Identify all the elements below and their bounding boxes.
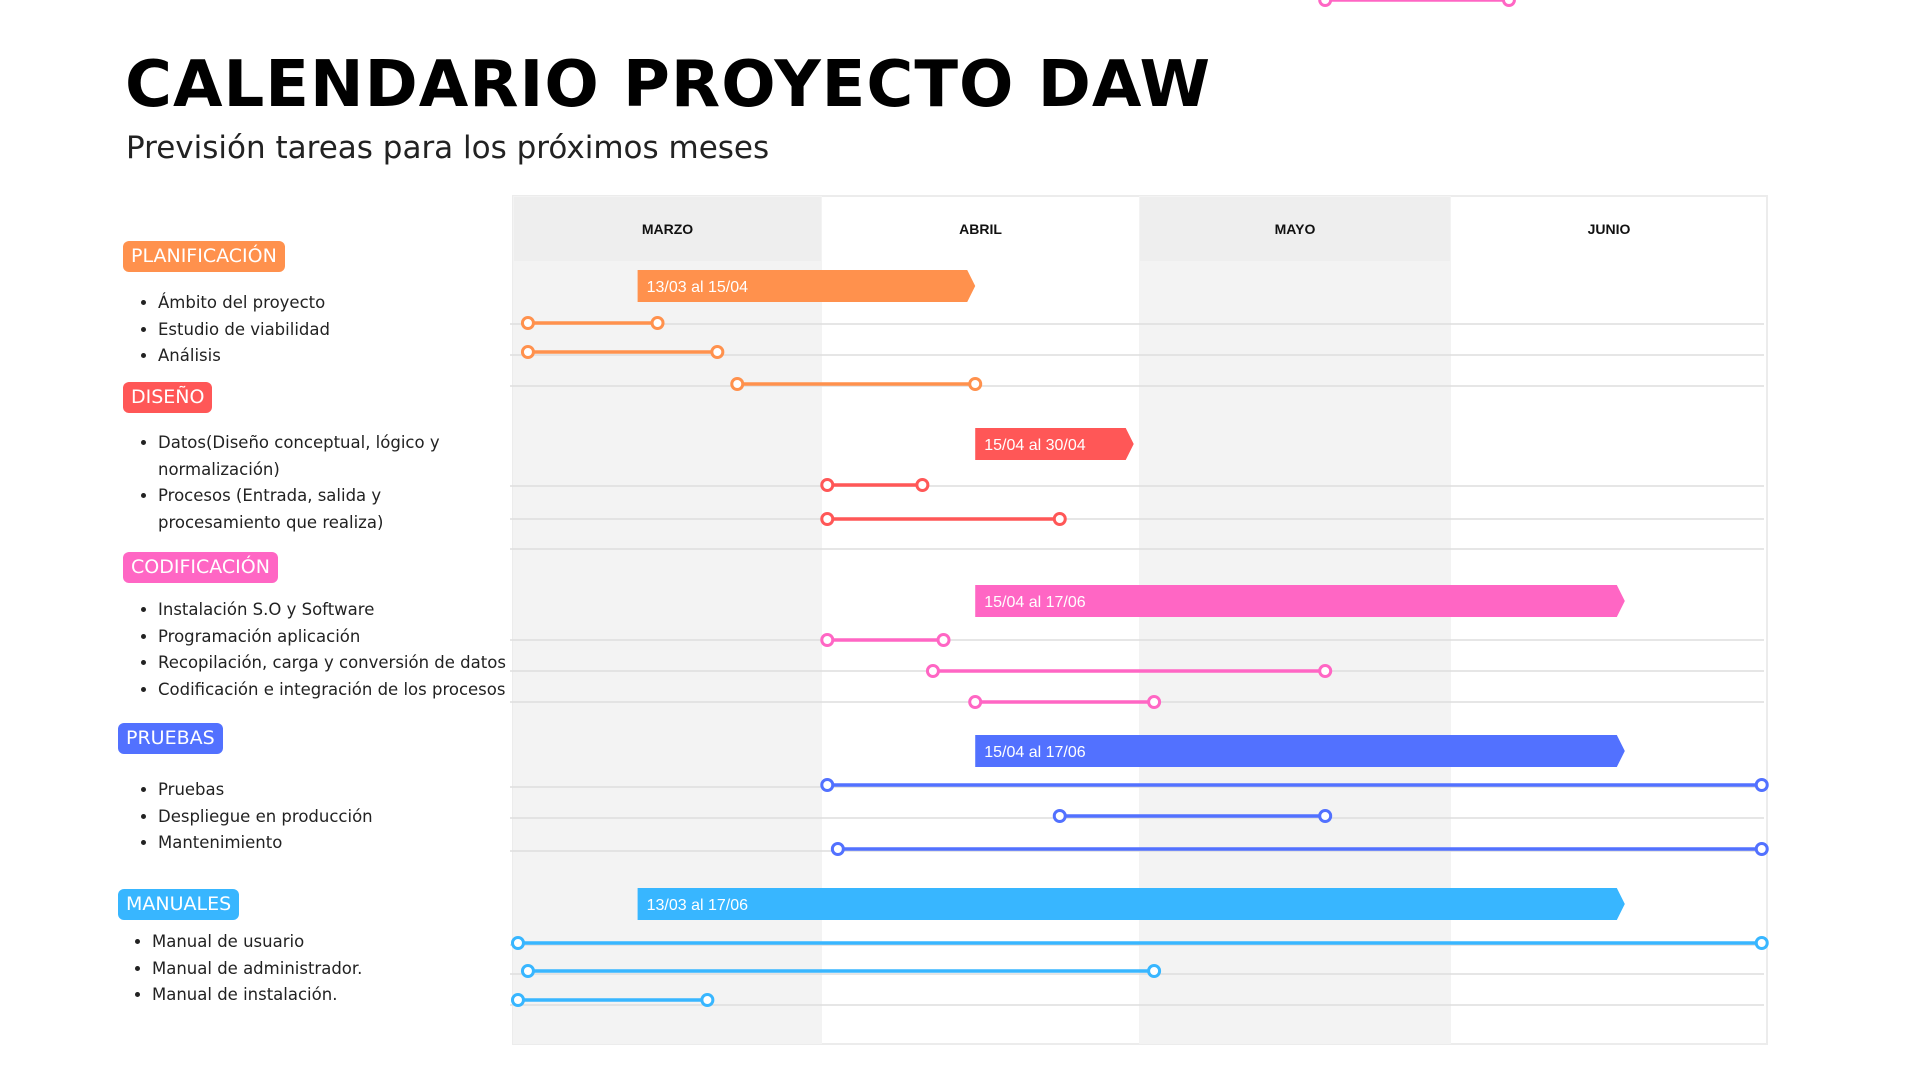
list-item: Pruebas	[158, 777, 498, 804]
task-end-node	[700, 993, 715, 1007]
list-item: Datos(Diseño conceptual, lógico y normal…	[158, 430, 448, 483]
task-start-node	[510, 936, 525, 950]
month-header-cell	[514, 197, 821, 261]
page-subtitle: Previsión tareas para los próximos meses	[126, 130, 770, 166]
task-list-diseno: Datos(Diseño conceptual, lógico y normal…	[126, 430, 448, 536]
phase-range-label: 13/03 al 17/06	[647, 897, 749, 914]
task-end-node	[936, 633, 951, 647]
month-header-cell	[1140, 197, 1450, 261]
list-item: Manual de instalación.	[152, 982, 492, 1009]
task-end-node	[650, 316, 665, 330]
task-start-node	[520, 964, 535, 978]
task-list-codificacion: Instalación S.O y Software Programación …	[126, 597, 558, 703]
list-item: Despliegue en producción	[158, 804, 498, 831]
task-end-node	[1754, 778, 1769, 792]
task-start-node	[830, 842, 845, 856]
list-item: Ámbito del proyecto	[158, 290, 498, 317]
list-item: Estudio de viabilidad	[158, 317, 498, 344]
phase-range-bar	[975, 735, 1625, 767]
task-end-node	[915, 478, 930, 492]
task-start-node	[820, 633, 835, 647]
page-title: CALENDARIO PROYECTO DAW	[125, 48, 1212, 122]
task-start-node	[820, 478, 835, 492]
list-item: Procesos (Entrada, salida y procesamient…	[158, 483, 448, 536]
task-start-node	[820, 512, 835, 526]
month-header-label: ABRIL	[959, 221, 1002, 237]
phase-range-bar	[637, 270, 976, 302]
list-item: Análisis	[158, 343, 498, 370]
task-end-node	[1147, 964, 1162, 978]
task-list-pruebas: Pruebas Despliegue en producción Manteni…	[126, 777, 498, 857]
task-start-node	[1052, 809, 1067, 823]
month-header-cell	[1452, 197, 1766, 261]
phase-range-bar	[637, 888, 1625, 920]
phase-tag-codificacion: CODIFICACIÓN	[123, 552, 278, 583]
phase-range-bar	[975, 428, 1134, 460]
list-item: Manual de administrador.	[152, 956, 492, 983]
phase-range-label: 15/04 al 17/06	[984, 594, 1086, 611]
list-item: Instalación S.O y Software	[158, 597, 558, 624]
task-start-node	[925, 664, 940, 678]
task-end-node	[1754, 936, 1769, 950]
task-start-node	[520, 345, 535, 359]
task-end-node	[1147, 695, 1162, 709]
phase-range-label: 15/04 al 30/04	[984, 437, 1086, 454]
month-header-label: MARZO	[642, 221, 693, 237]
month-header-label: JUNIO	[1588, 221, 1631, 237]
list-item: Recopilación, carga y conversión de dato…	[158, 650, 558, 677]
phase-range-bar	[975, 585, 1625, 617]
list-item: Manual de usuario	[152, 929, 492, 956]
list-item: Programación aplicación	[158, 624, 558, 651]
task-start-node	[820, 778, 835, 792]
task-start-node	[1318, 0, 1333, 7]
task-end-node	[1052, 512, 1067, 526]
list-item: Codificación e integración de los proces…	[158, 677, 558, 704]
task-list-planificacion: Ámbito del proyecto Estudio de viabilida…	[126, 290, 498, 370]
phase-tag-diseno: DISEÑO	[123, 382, 213, 413]
phase-tag-planificacion: PLANIFICACIÓN	[123, 241, 285, 272]
task-end-node	[1318, 664, 1333, 678]
task-end-node	[1501, 0, 1516, 7]
task-end-node	[1754, 842, 1769, 856]
task-end-node	[710, 345, 725, 359]
task-end-node	[1318, 809, 1333, 823]
task-start-node	[510, 993, 525, 1007]
task-list-manuales: Manual de usuario Manual de administrado…	[120, 929, 492, 1009]
phase-tag-pruebas: PRUEBAS	[118, 723, 223, 754]
task-end-node	[968, 377, 983, 391]
phase-tag-manuales: MANUALES	[118, 889, 240, 920]
task-start-node	[730, 377, 745, 391]
month-header-label: MAYO	[1275, 221, 1316, 237]
list-item: Mantenimiento	[158, 830, 498, 857]
task-start-node	[968, 695, 983, 709]
phase-range-label: 13/03 al 15/04	[647, 279, 749, 296]
task-start-node	[520, 316, 535, 330]
month-header-cell	[823, 197, 1138, 261]
phase-range-label: 15/04 al 17/06	[984, 744, 1086, 761]
